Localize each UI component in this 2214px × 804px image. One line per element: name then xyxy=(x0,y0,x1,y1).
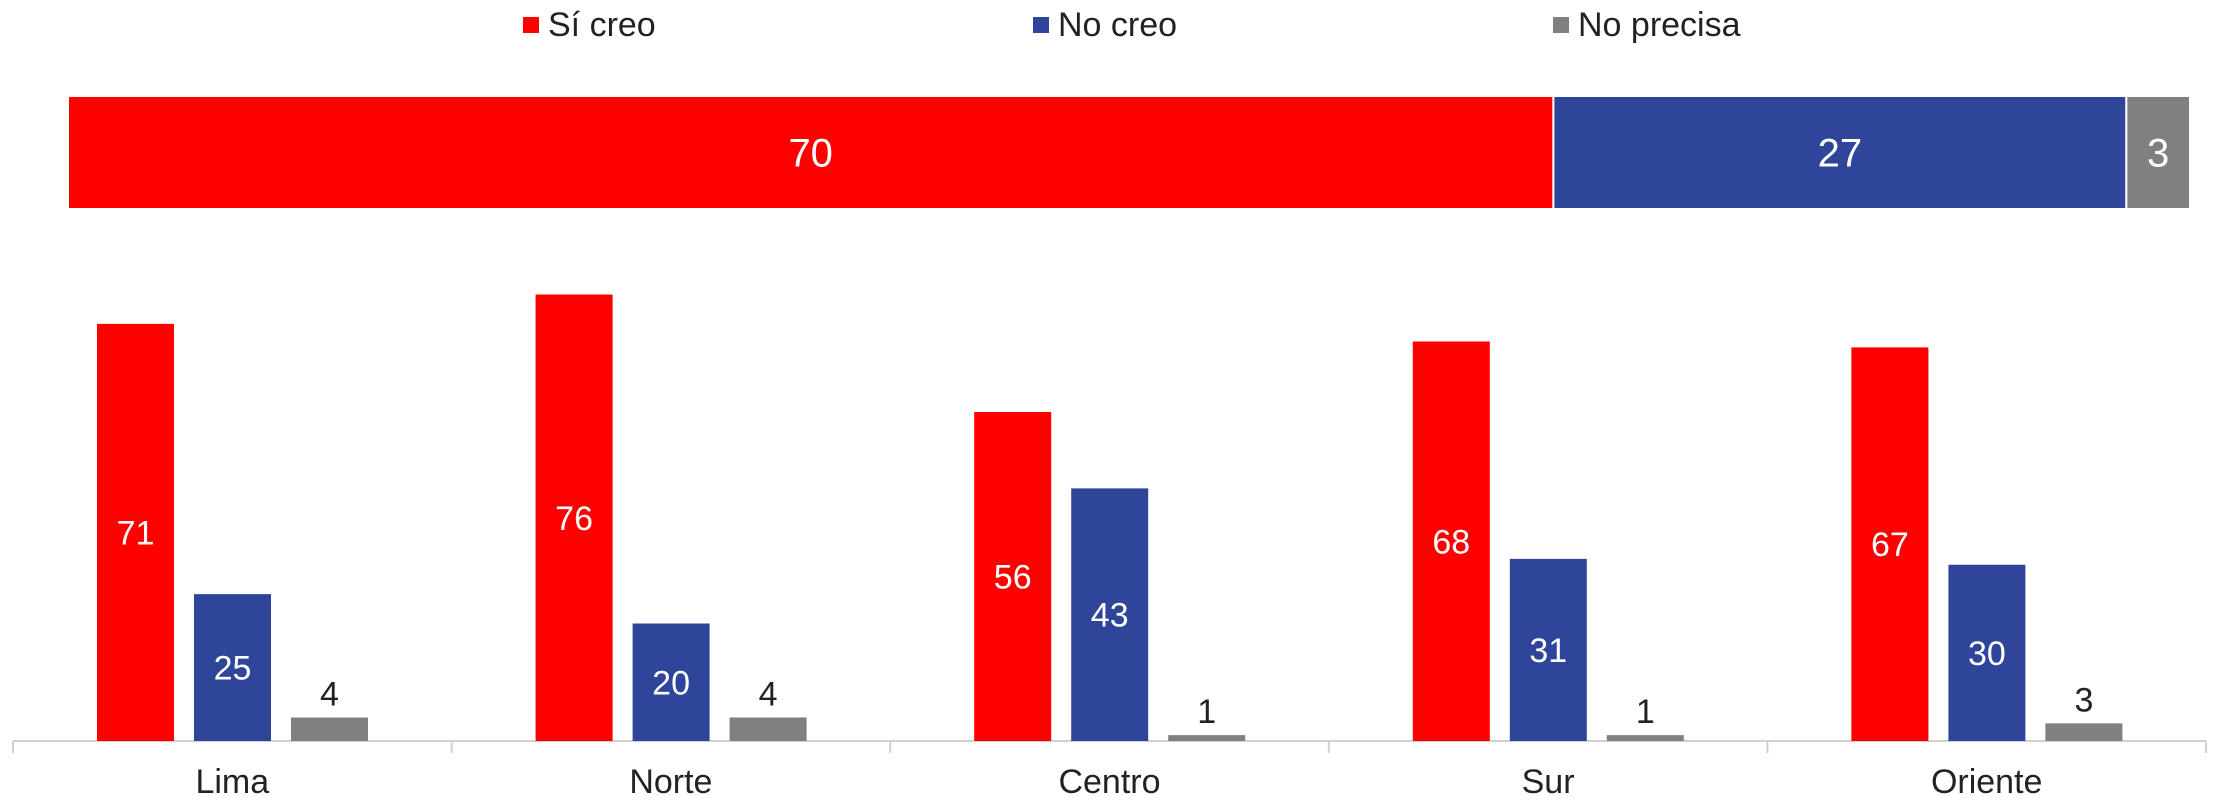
legend-swatch-si-creo xyxy=(523,17,539,33)
category-label-lima: Lima xyxy=(195,763,269,799)
stack-segment-no-creo xyxy=(1552,95,2128,210)
bar-norte-no-creo xyxy=(632,623,710,741)
data-label-lima-no-creo: 25 xyxy=(214,650,252,688)
category-group-centro: 56 43 1 Centro xyxy=(974,412,1246,801)
data-label-oriente-no-creo: 30 xyxy=(1968,635,2006,673)
legend-item-si-creo: Sí creo xyxy=(523,6,656,44)
stack-label-si-creo: 70 xyxy=(788,132,833,176)
bar-centro-si-creo xyxy=(974,412,1052,741)
category-group-norte: 76 20 4 Norte xyxy=(535,294,807,801)
bar-oriente-no-creo xyxy=(1948,564,2026,741)
legend-label-si-creo: Sí creo xyxy=(548,6,656,44)
bar-sur-si-creo xyxy=(1412,341,1490,741)
data-label-oriente-no-precisa: 3 xyxy=(2074,681,2093,719)
data-label-norte-no-precisa: 4 xyxy=(759,676,778,714)
stack-segment-no-precisa xyxy=(2125,95,2192,210)
category-group-lima: 71 25 4 Lima xyxy=(97,323,368,801)
stacked-total-bar: 70 27 3 xyxy=(67,95,2192,210)
data-label-norte-no-creo: 20 xyxy=(652,664,690,702)
data-label-lima-si-creo: 71 xyxy=(117,514,155,552)
bar-sur-no-precisa xyxy=(1606,735,1684,741)
category-label-sur: Sur xyxy=(1522,763,1575,799)
bar-norte-si-creo xyxy=(535,294,613,741)
data-label-centro-no-creo: 43 xyxy=(1091,597,1129,635)
legend-swatch-no-precisa xyxy=(1553,17,1569,33)
category-label-centro: Centro xyxy=(1058,763,1160,799)
bar-centro-no-creo xyxy=(1071,488,1149,741)
data-label-lima-no-precisa: 4 xyxy=(320,676,339,714)
legend-item-no-precisa: No precisa xyxy=(1553,6,1741,44)
legend-label-no-precisa: No precisa xyxy=(1578,6,1741,44)
category-group-sur: 68 31 1 Sur xyxy=(1412,341,1684,801)
bar-lima-no-creo xyxy=(194,594,271,741)
bar-lima-no-precisa xyxy=(291,717,368,741)
data-label-sur-no-creo: 31 xyxy=(1529,632,1567,670)
category-label-norte: Norte xyxy=(629,763,712,799)
data-label-sur-si-creo: 68 xyxy=(1432,523,1470,561)
stack-label-no-precisa: 3 xyxy=(2147,132,2169,176)
category-label-oriente: Oriente xyxy=(1931,763,2043,799)
stack-label-no-creo: 27 xyxy=(1818,132,1863,176)
data-label-norte-si-creo: 76 xyxy=(555,500,593,538)
bar-sur-no-creo xyxy=(1509,558,1587,741)
regional-bar-chart: 71 25 4 Lima 76 20 4 Norte 56 43 1 Centro 68 31 1 Sur 67… xyxy=(12,294,2207,801)
data-label-centro-si-creo: 56 xyxy=(994,559,1032,597)
data-label-oriente-si-creo: 67 xyxy=(1871,526,1909,564)
bar-centro-no-precisa xyxy=(1168,735,1246,741)
legend-swatch-no-creo xyxy=(1033,17,1049,33)
legend-item-no-creo: No creo xyxy=(1033,6,1177,44)
bar-oriente-no-precisa xyxy=(2045,723,2123,741)
bar-lima-si-creo xyxy=(97,323,174,741)
legend-label-no-creo: No creo xyxy=(1058,6,1177,44)
stack-segment-si-creo xyxy=(67,95,1555,210)
category-group-oriente: 67 30 3 Oriente xyxy=(1851,347,2123,801)
bar-norte-no-precisa xyxy=(729,717,807,741)
legend: Sí creo No creo No precisa xyxy=(523,6,1741,44)
data-label-centro-no-precisa: 1 xyxy=(1197,693,1216,731)
data-label-sur-no-precisa: 1 xyxy=(1636,693,1655,731)
bar-oriente-si-creo xyxy=(1851,347,1929,741)
